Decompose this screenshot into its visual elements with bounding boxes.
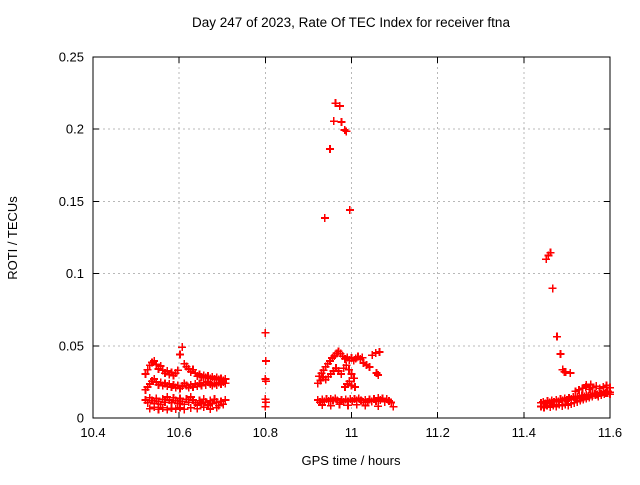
data-point: [199, 403, 208, 412]
data-point: [365, 363, 374, 372]
data-point: [342, 361, 351, 370]
data-point: [318, 401, 327, 410]
data-point: [326, 401, 335, 410]
data-point: [347, 369, 356, 378]
data-point: [352, 400, 361, 409]
x-tick-label: 11.6: [598, 425, 622, 440]
data-point: [335, 400, 344, 409]
data-point: [167, 404, 176, 413]
data-point: [556, 350, 565, 359]
x-tick-label: 11.4: [512, 425, 536, 440]
data-point: [331, 99, 340, 108]
data-point: [553, 332, 562, 341]
data-point: [335, 102, 344, 111]
data-point: [342, 127, 351, 136]
chart-title: Day 247 of 2023, Rate Of TEC Index for r…: [192, 15, 510, 30]
data-point: [546, 248, 555, 257]
tick-labels: 10.4 10.6 10.8 11 11.2 11.4 11.6 0 0.05 0.1 0.15 0.…: [59, 50, 622, 441]
y-tick-label: 0.2: [66, 122, 84, 137]
data-point: [345, 377, 354, 386]
data-point: [345, 206, 354, 215]
data-point: [193, 404, 202, 413]
data-points: [141, 99, 614, 414]
data-point: [344, 401, 353, 410]
y-tick-label: 0.25: [59, 50, 84, 65]
data-point: [206, 405, 215, 414]
data-point: [586, 380, 595, 389]
plot-border: [92, 56, 611, 419]
data-point: [154, 405, 163, 414]
x-tick-label: 10.4: [80, 425, 105, 440]
data-point: [212, 403, 221, 412]
y-tick-label: 0: [77, 411, 84, 426]
data-point: [337, 117, 346, 126]
y-axis-label: ROTI / TECUs: [5, 196, 20, 280]
y-tick-label: 0.05: [59, 338, 84, 353]
data-point: [358, 353, 367, 362]
data-point: [350, 382, 359, 391]
data-point: [329, 117, 338, 126]
data-point: [548, 284, 557, 293]
data-point: [561, 368, 570, 377]
data-point: [204, 401, 213, 410]
data-point: [180, 405, 189, 414]
data-point: [374, 402, 383, 411]
x-axis-label: GPS time / hours: [302, 453, 401, 468]
y-tick-label: 0.1: [66, 266, 84, 281]
data-point: [152, 360, 161, 369]
data-point: [176, 350, 185, 359]
data-point: [371, 349, 380, 358]
data-point: [141, 369, 150, 378]
data-point: [163, 405, 172, 414]
data-point: [150, 403, 159, 412]
data-point: [337, 369, 346, 378]
data-point: [219, 400, 228, 409]
data-point: [261, 328, 270, 337]
data-point: [178, 343, 187, 352]
data-point: [221, 379, 230, 388]
x-tick-label: 11.2: [425, 425, 449, 440]
data-point: [156, 362, 165, 371]
x-tick-label: 10.6: [167, 425, 192, 440]
data-point: [340, 125, 349, 134]
data-point: [350, 374, 359, 383]
data-point: [389, 402, 398, 411]
data-point: [221, 395, 230, 404]
gridlines: [93, 57, 610, 418]
data-point: [566, 369, 575, 378]
x-tick-label: 11: [345, 425, 359, 440]
data-point: [374, 370, 383, 379]
data-point: [171, 405, 180, 414]
data-point: [325, 144, 334, 153]
data-point: [158, 403, 167, 412]
data-point: [261, 402, 270, 411]
data-point: [606, 383, 614, 392]
y-tick-label: 0.15: [59, 194, 84, 209]
data-point: [176, 403, 185, 412]
data-point: [208, 399, 217, 408]
data-point: [261, 356, 270, 365]
data-point: [387, 398, 396, 407]
data-point: [145, 404, 154, 413]
data-point: [143, 365, 152, 374]
data-point: [320, 214, 329, 223]
data-point: [344, 365, 353, 374]
x-tick-label: 10.8: [253, 425, 278, 440]
data-point: [361, 401, 370, 410]
data-point: [261, 377, 270, 386]
data-point: [173, 366, 182, 375]
data-point: [375, 348, 384, 357]
